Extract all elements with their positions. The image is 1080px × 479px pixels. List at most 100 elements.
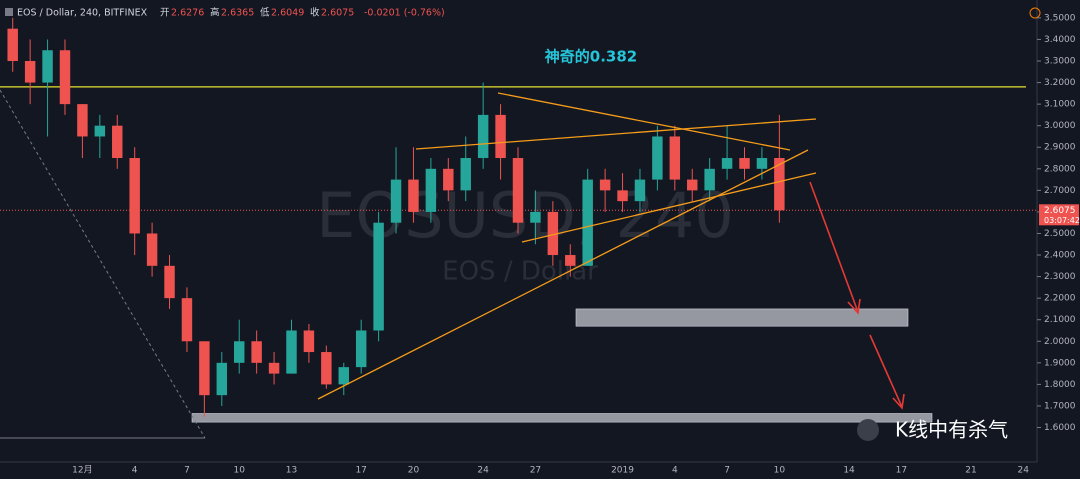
y-tick-label: 2.4000 — [1044, 251, 1076, 261]
x-tick-label: 7 — [724, 466, 730, 476]
candle-body — [251, 341, 262, 363]
ohlc-key: 收 — [310, 7, 320, 19]
arrow-head — [892, 393, 905, 410]
candle-body — [530, 211, 541, 223]
x-tick-label: 24 — [1018, 466, 1030, 476]
x-tick-label: 21 — [965, 466, 976, 476]
candle-body — [7, 28, 18, 62]
y-tick-label: 2.3000 — [1044, 272, 1076, 282]
y-tick-label: 2.9000 — [1044, 143, 1076, 153]
x-tick-label: 7 — [184, 466, 190, 476]
candle-body — [460, 158, 471, 191]
candle-body — [42, 50, 53, 83]
y-tick-label: 2.8000 — [1044, 164, 1076, 174]
candle-body — [582, 179, 593, 266]
fib-line — [0, 89, 206, 439]
trend-line — [521, 172, 817, 243]
candle-body — [24, 61, 36, 83]
trend-line — [415, 118, 817, 150]
brand-icon — [857, 419, 879, 441]
candle-body — [181, 298, 193, 342]
symbol: EOS / Dollar, 240, BITFINEX — [17, 8, 148, 19]
y-tick-label: 3.3000 — [1044, 57, 1076, 67]
candle-body — [565, 255, 576, 266]
candle-body — [721, 158, 733, 169]
change: -0.0201 (-0.76%) — [364, 8, 445, 19]
y-tick-label: 2.7000 — [1044, 186, 1076, 196]
x-tick-label: 20 — [408, 466, 420, 476]
y-tick-label: 1.9000 — [1044, 358, 1076, 368]
y-tick-label: 2.5000 — [1044, 229, 1076, 239]
candle-body — [268, 362, 280, 374]
candle-body — [321, 352, 332, 385]
candle-body — [390, 179, 402, 223]
countdown: 03:07:42 — [1044, 216, 1080, 225]
candle-body — [669, 136, 681, 180]
x-tick-label: 12月 — [72, 465, 92, 476]
candle-body — [425, 168, 437, 212]
candle-body — [477, 114, 489, 159]
trend-line — [497, 92, 791, 151]
candle-body — [652, 136, 663, 180]
y-tick-label: 3.0000 — [1044, 121, 1076, 131]
candle-body — [338, 367, 349, 385]
zone — [575, 308, 909, 327]
alert-icon[interactable] — [1029, 7, 1041, 19]
price-tag-label: 2.6075 — [1044, 206, 1076, 216]
annotation: 神奇的0.382 — [545, 48, 637, 66]
candle-body — [739, 158, 750, 169]
arrow — [809, 181, 859, 313]
candle-body — [233, 341, 245, 363]
y-tick-label: 3.4000 — [1044, 35, 1076, 45]
trend-line — [317, 149, 809, 400]
candle-body — [495, 114, 506, 159]
arrow — [869, 334, 903, 408]
candle-body — [303, 330, 315, 353]
x-tick-label: 10 — [774, 466, 786, 476]
candle-body — [512, 158, 524, 223]
y-tick-label: 2.1000 — [1044, 315, 1076, 325]
ohlc-value: 2.6049 — [271, 8, 304, 19]
y-tick-label: 3.1000 — [1044, 100, 1076, 110]
candle-body — [547, 211, 559, 256]
y-tick-label: 2.2000 — [1044, 294, 1076, 304]
candle-body — [77, 104, 88, 137]
candle-body — [373, 222, 384, 331]
candle-body — [617, 190, 628, 202]
candle-body — [129, 158, 140, 234]
candle-body — [286, 330, 297, 374]
arrows — [809, 181, 905, 410]
candle-body — [704, 168, 715, 191]
ohlc-key: 低 — [260, 7, 270, 19]
x-tick-label: 24 — [477, 466, 489, 476]
ohlc-value: 2.6075 — [321, 8, 354, 19]
x-tick-label: 17 — [896, 466, 907, 476]
candle-body — [94, 125, 106, 137]
trend-lines — [317, 92, 817, 400]
x-tick-label: 10 — [233, 466, 245, 476]
ohlc-key: 开 — [160, 8, 170, 19]
y-tick-label: 3.5000 — [1044, 13, 1076, 23]
candle-body — [355, 330, 367, 368]
candle-body — [687, 179, 698, 191]
y-tick-label: 1.7000 — [1044, 401, 1076, 411]
candle-body — [146, 233, 158, 266]
ohlc-key: 高 — [210, 7, 220, 19]
candle-body — [756, 158, 768, 169]
ohlc-value: 2.6276 — [171, 8, 204, 19]
y-tick-label: 1.6000 — [1044, 423, 1076, 433]
y-tick-label: 2.0000 — [1044, 337, 1076, 347]
x-tick-label: 2019 — [611, 466, 634, 476]
header: EOS / Dollar, 240, BITFINEX 开 2.6276 高 2.63… — [5, 7, 445, 19]
x-tick-label: 27 — [530, 466, 541, 476]
candle-body — [199, 341, 210, 396]
y-tick-label: 3.2000 — [1044, 78, 1076, 88]
watermark: EOSUSD, 240 — [316, 179, 734, 252]
candle-body — [112, 125, 123, 159]
candles — [7, 17, 785, 417]
candle-body — [216, 362, 228, 396]
x-tick-label: 17 — [355, 466, 366, 476]
price-tag — [1039, 204, 1079, 226]
